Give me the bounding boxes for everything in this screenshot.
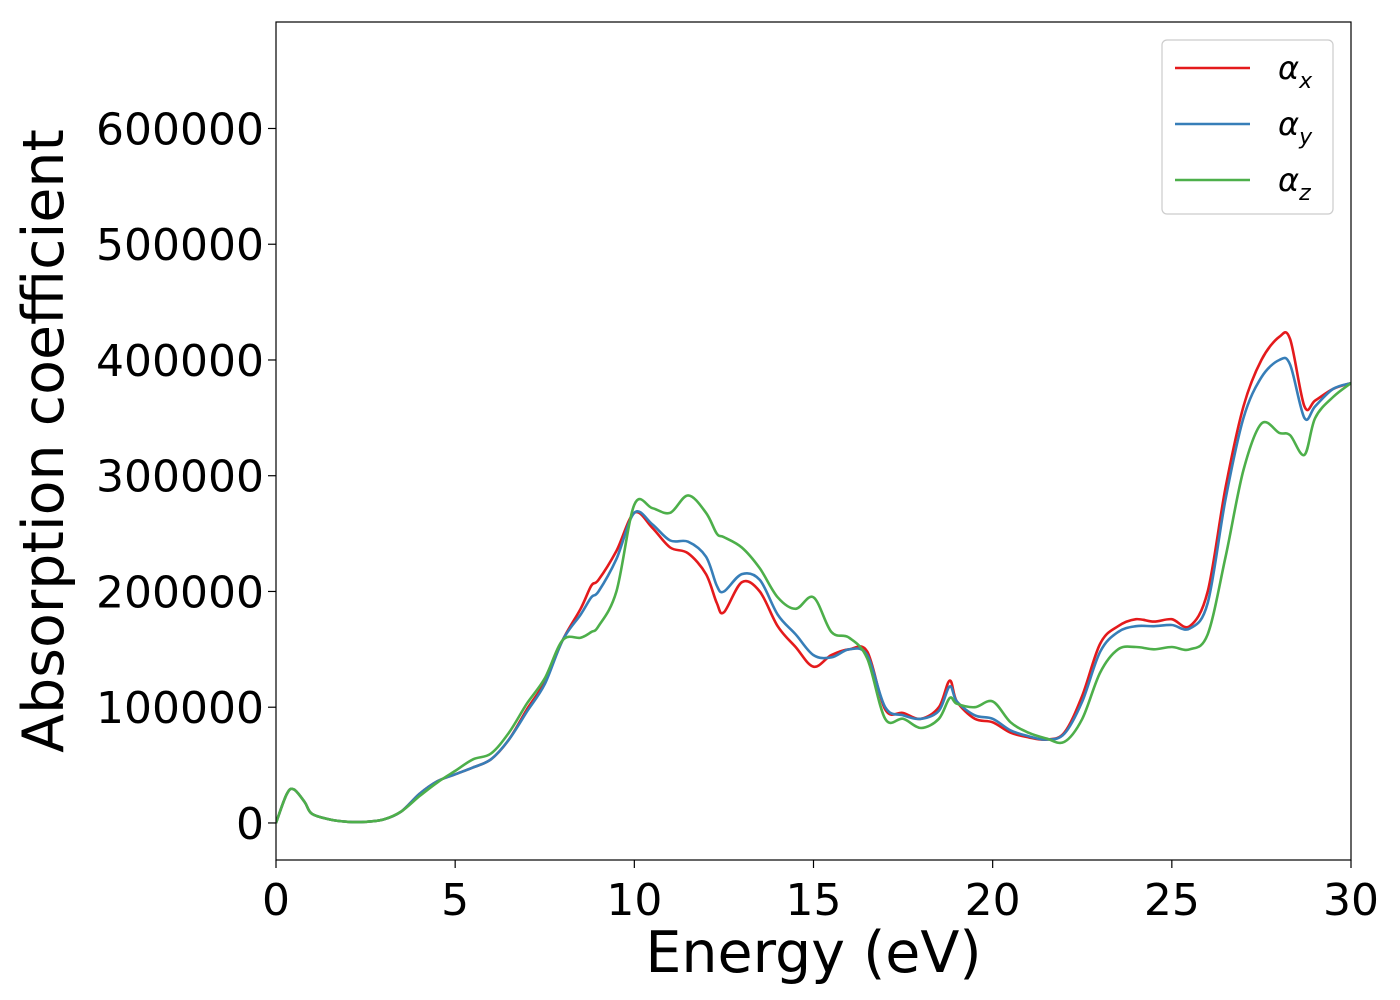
x-tick-label: 5 [441,875,469,926]
y-tick-label: 500000 [96,220,264,271]
x-axis-label: Energy (eV) [645,920,981,986]
y-tick-label: 0 [236,799,264,850]
y-tick-label: 600000 [96,104,264,155]
y-tick-label: 400000 [96,336,264,387]
x-tick-label: 10 [606,875,662,926]
y-axis-ticks: 0 100000 200000 300000 400000 500000 600000 [96,104,276,850]
x-tick-label: 0 [262,875,290,926]
series-layer [276,331,1351,824]
series-line-z [276,382,1351,824]
x-axis-ticks: 0 5 10 15 20 25 30 [262,860,1379,926]
x-tick-label: 25 [1144,875,1200,926]
x-tick-label: 15 [786,875,842,926]
y-tick-label: 300000 [96,452,264,503]
x-tick-label: 30 [1323,875,1379,926]
x-tick-label: 20 [965,875,1021,926]
y-tick-label: 100000 [96,683,264,734]
legend-box [1161,39,1334,215]
y-axis-label: Absorption coefficient [11,129,77,753]
y-tick-label: 200000 [96,567,264,618]
